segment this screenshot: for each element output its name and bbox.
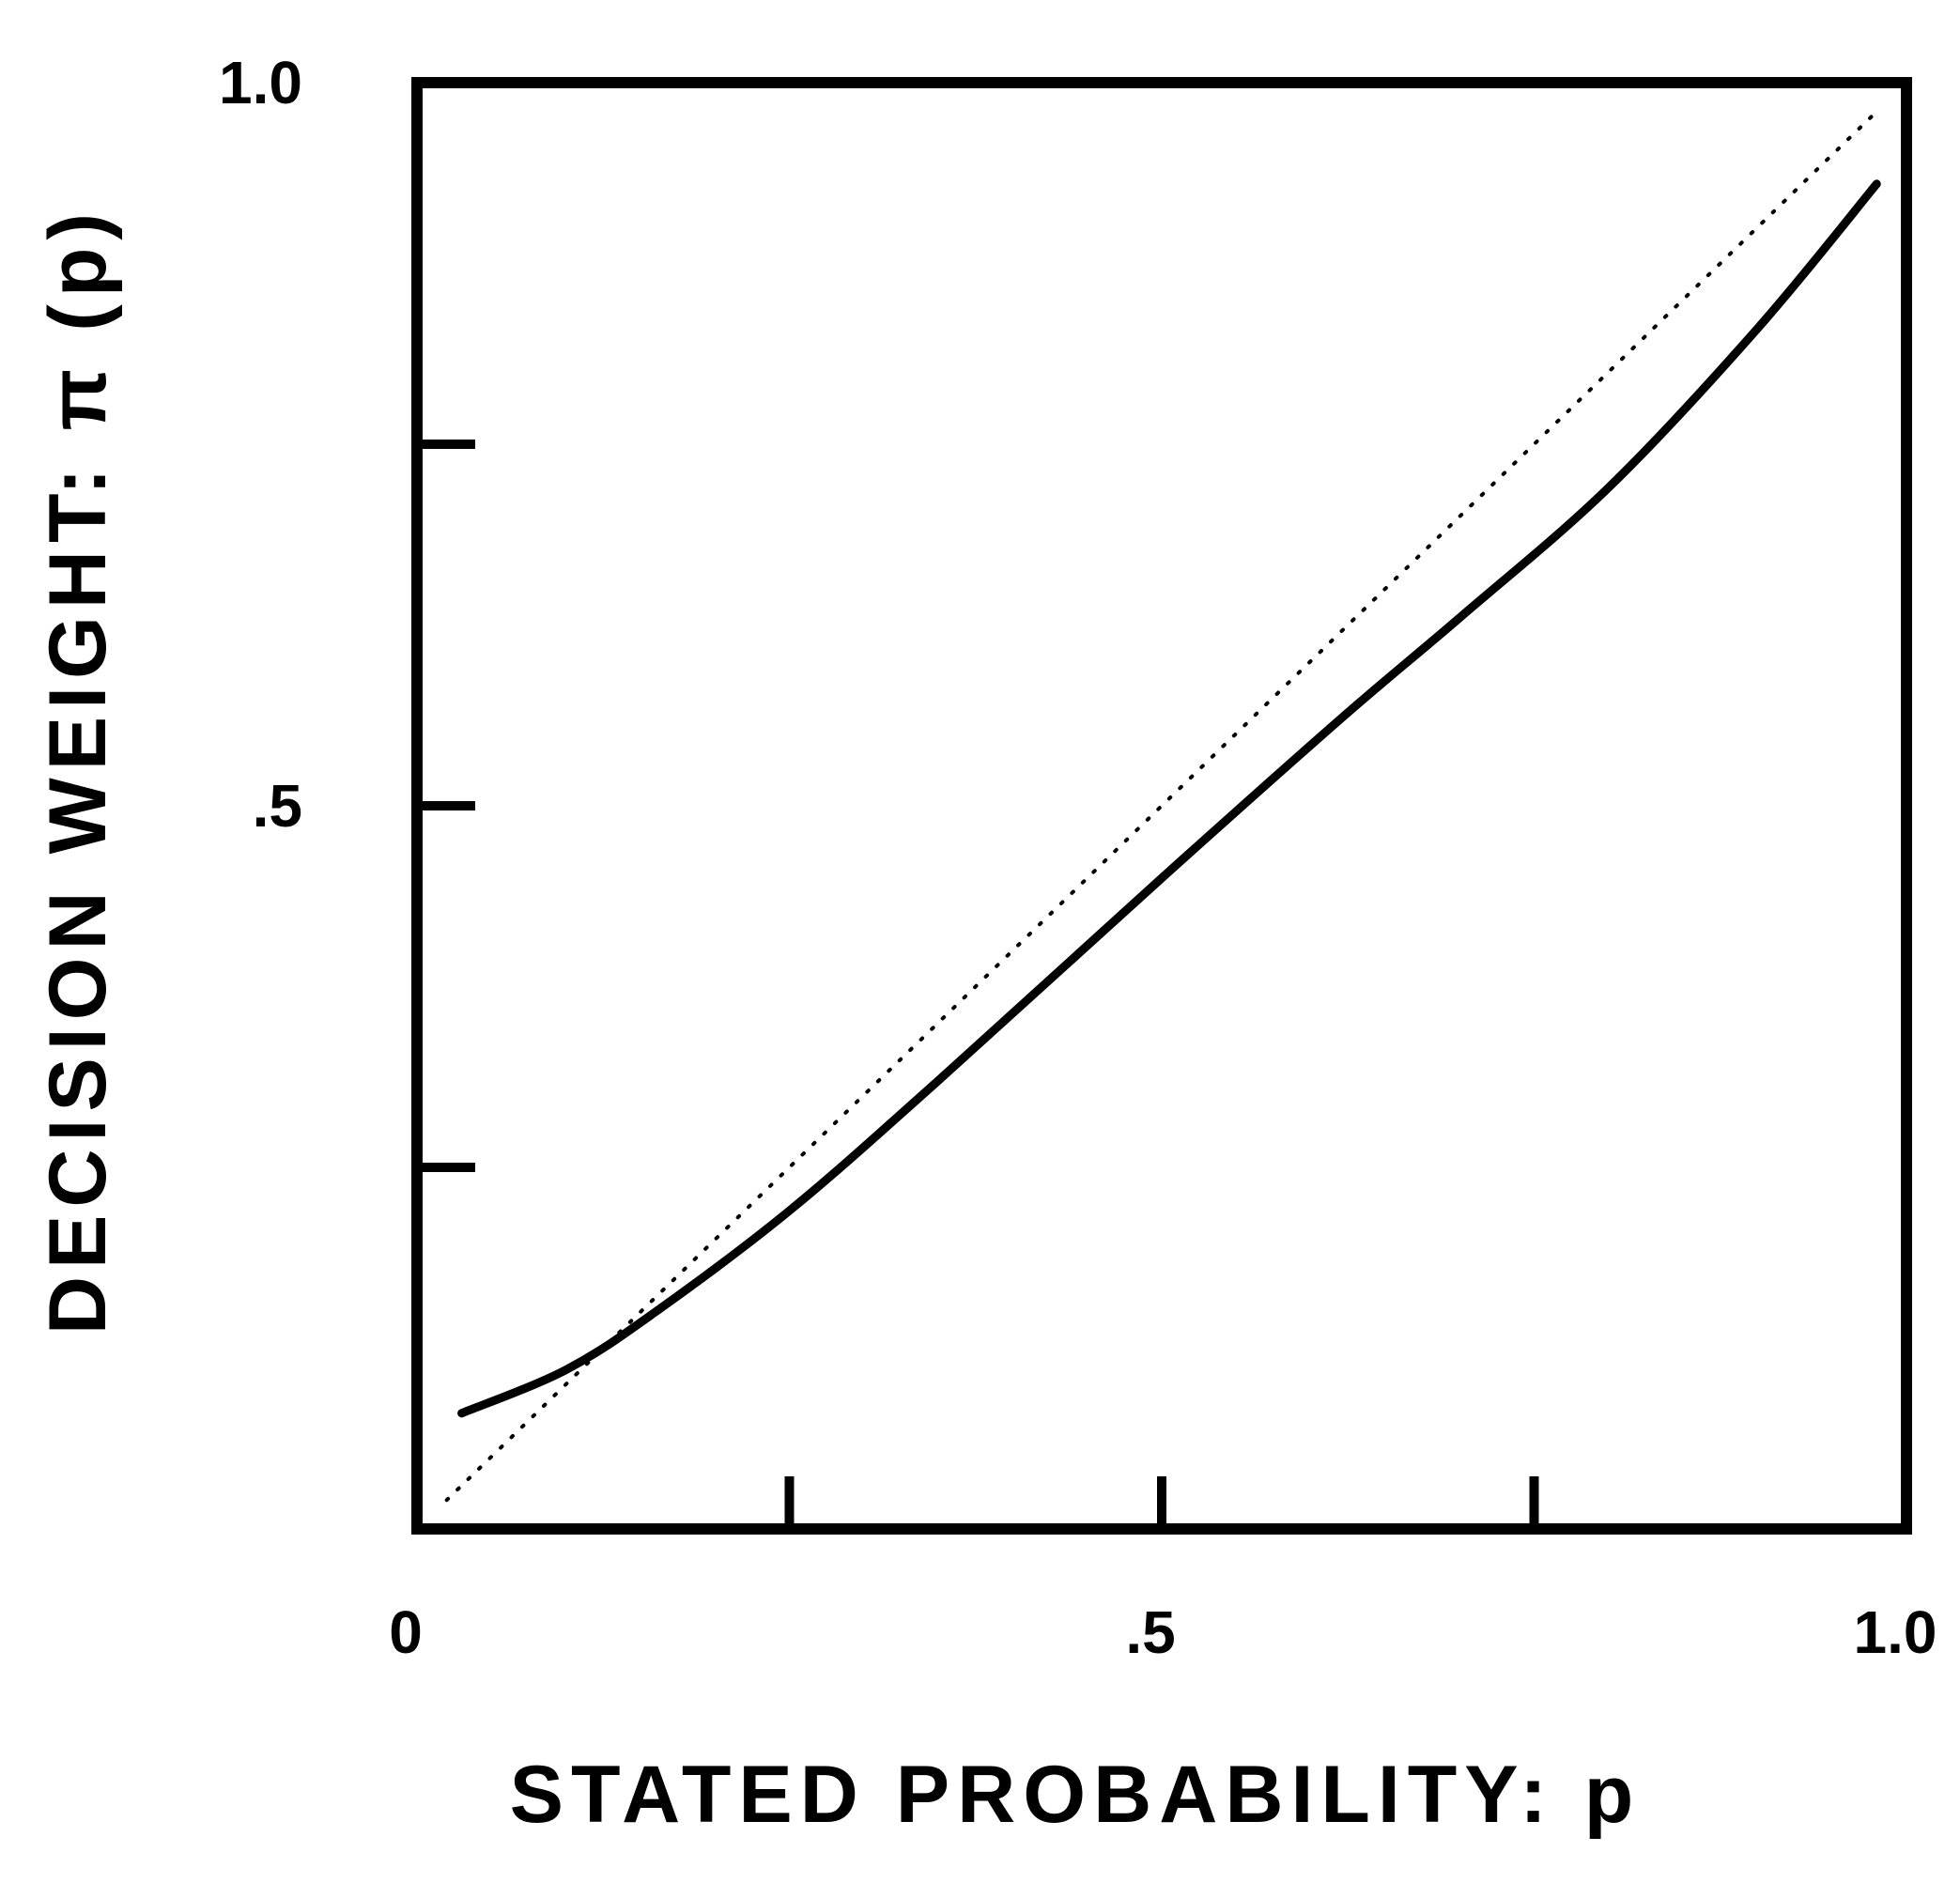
axis-ticks [417,440,1539,1529]
x-tick-label-1: .5 [1125,1598,1175,1666]
reference-diagonal-line [444,109,1879,1503]
tick-labels: 0 .5 1.0 .5 1.0 [219,49,1937,1666]
decision-weight-curve [457,179,1881,1418]
y-tick-label-0: .5 [253,772,302,840]
series-layer [444,109,1881,1503]
y-axis-title: DECISION WEIGHT: π (p) [33,206,123,1335]
y-tick-label-1: 1.0 [219,49,302,116]
x-tick-label-0: 0 [389,1598,423,1666]
x-axis-title: STATED PROBABILITY: p [510,1750,1642,1840]
x-tick-label-2: 1.0 [1854,1598,1937,1666]
